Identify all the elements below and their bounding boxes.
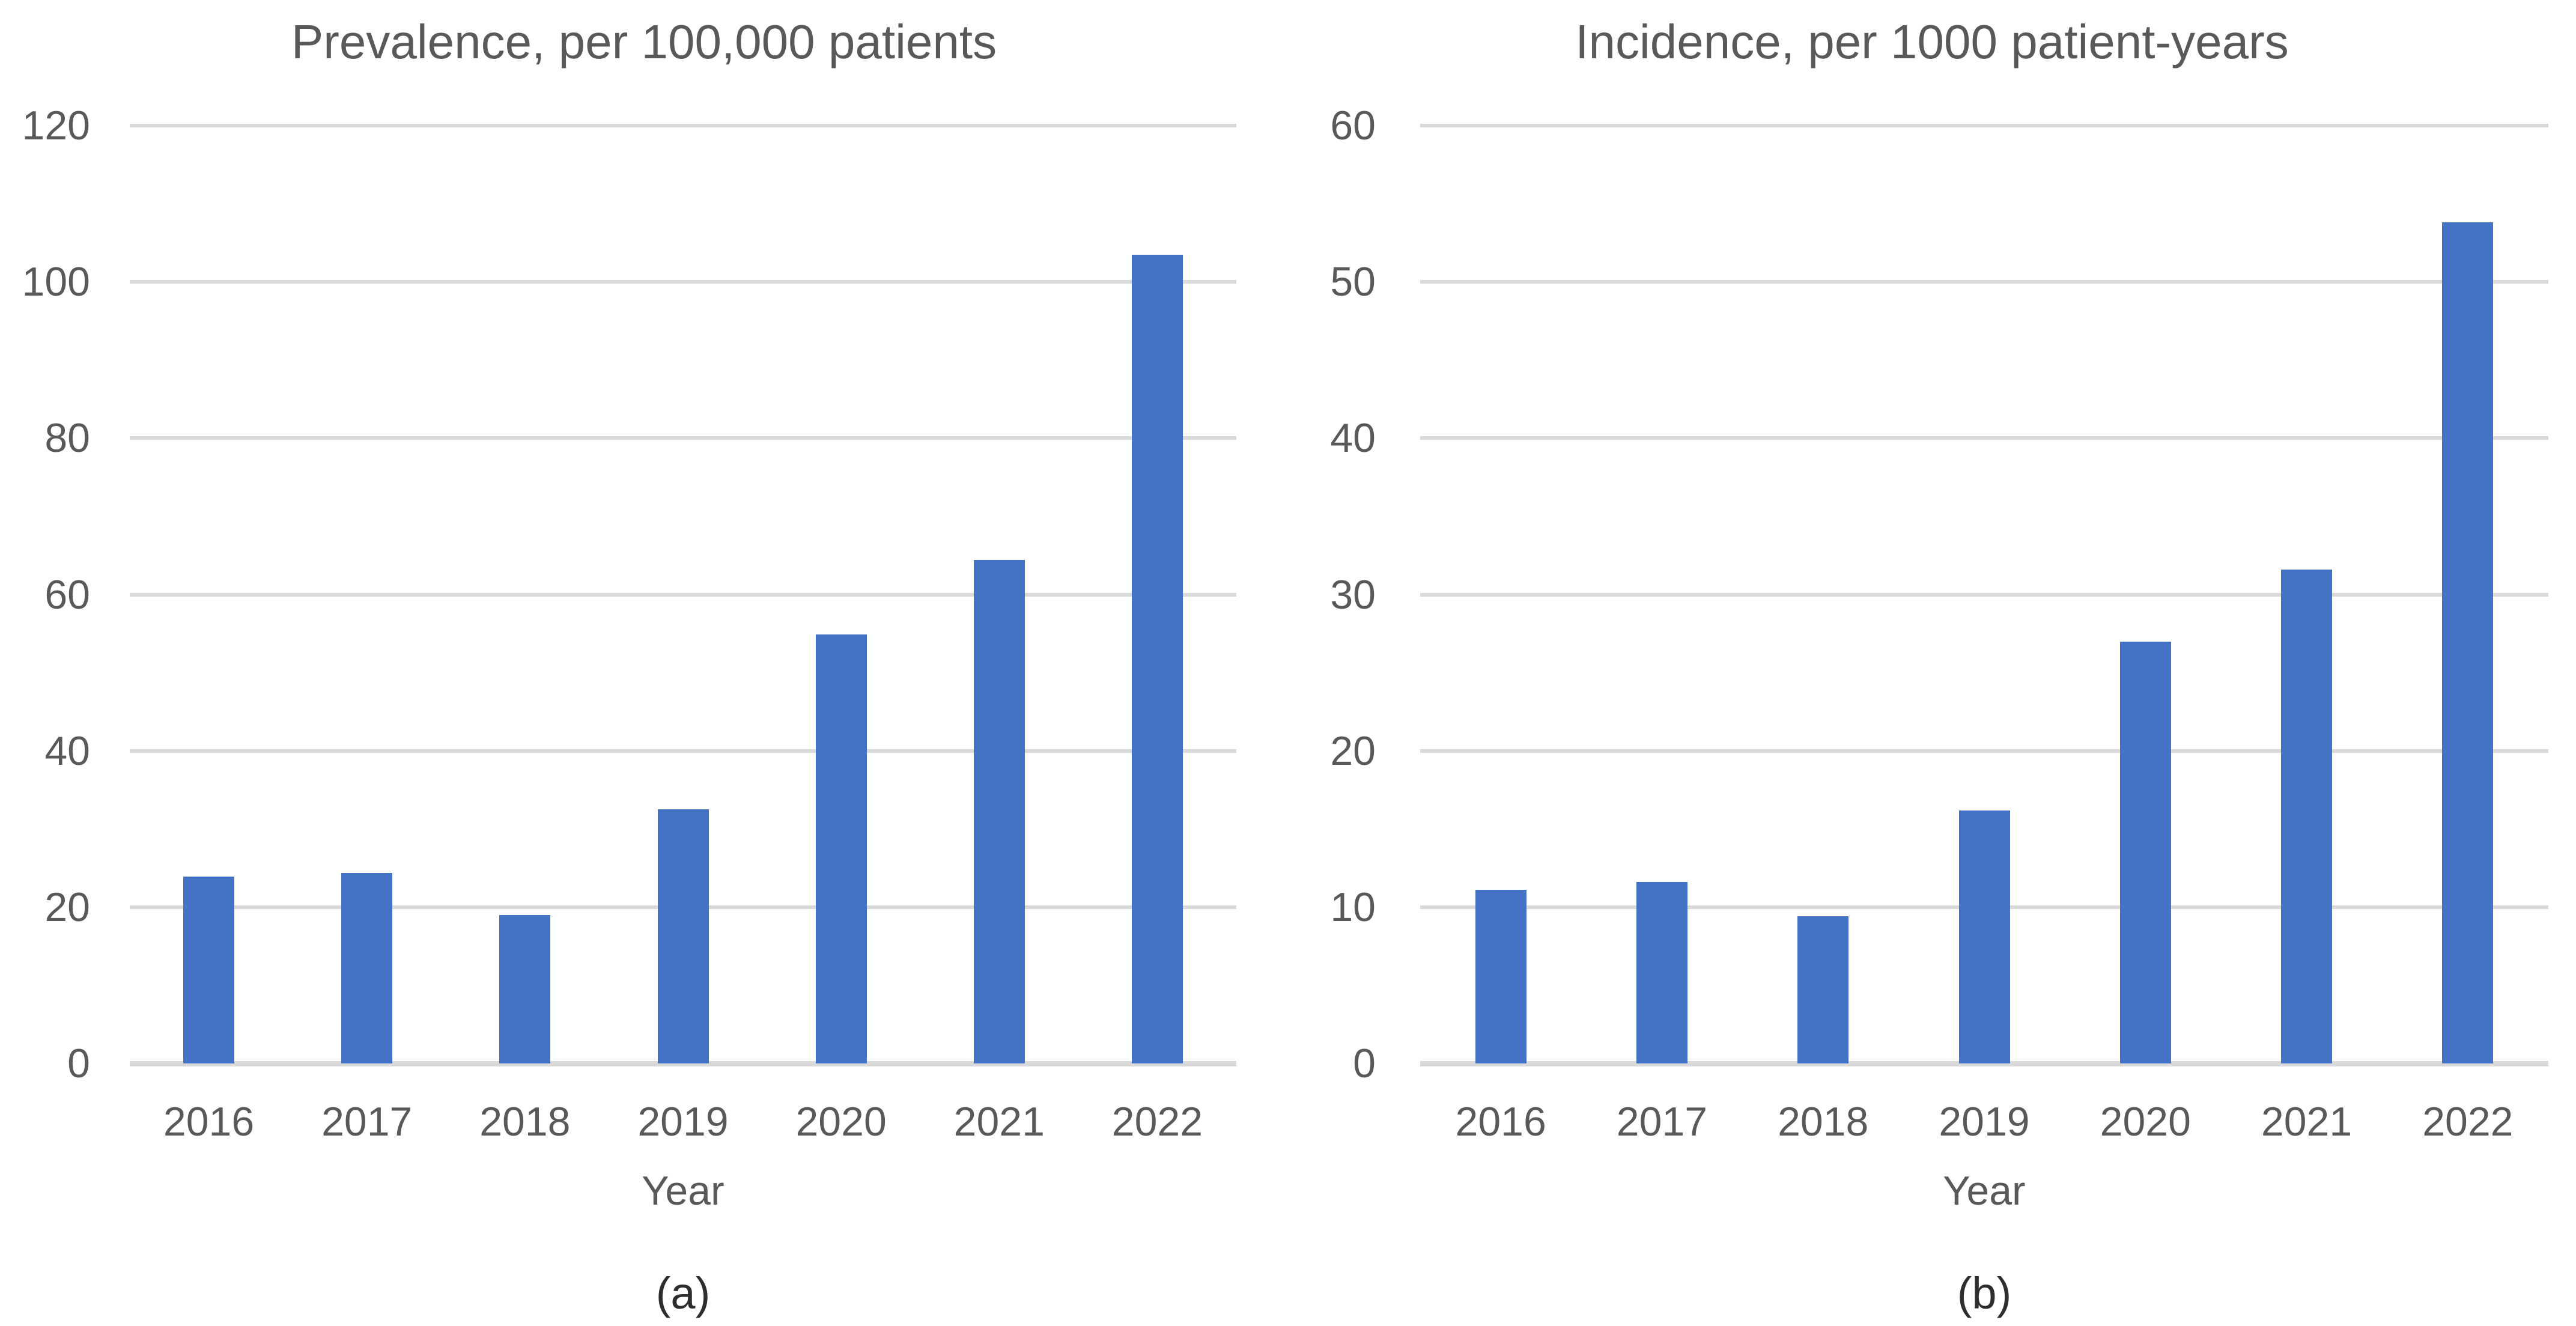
y-axis-tick-label: 50 [1330,259,1376,305]
x-axis-tick-labels: 2016 2017 2018 2019 2020 2021 2022 [1420,1099,2548,1148]
x-axis-tick-label: 2021 [953,1099,1045,1145]
bar-2021 [2281,569,2333,1063]
bar-2018 [1797,916,1849,1063]
x-axis-tick-label: 2019 [1939,1099,2030,1145]
x-axis-tick-labels: 2016 2017 2018 2019 2020 2021 2022 [130,1099,1236,1148]
bar-2021 [973,560,1025,1063]
gridline [1420,749,2548,753]
gridline [1420,280,2548,284]
x-axis-tick-label: 2019 [637,1099,729,1145]
y-axis-tick-labels: 0 10 20 30 40 50 60 [1288,103,1376,1086]
chart-prevalence: Prevalence, per 100,000 patients 0 20 40 60… [0,15,1236,1318]
x-axis-tick-label: 2020 [2100,1099,2191,1145]
y-axis-tick-label: 80 [44,415,90,461]
y-axis-tick-label: 30 [1330,571,1376,618]
x-axis-tick-label: 2022 [2422,1099,2514,1145]
plot-area [130,124,1236,1066]
bar-2022 [1131,254,1183,1063]
plot-area [1420,124,2548,1066]
gridline [130,436,1236,440]
y-axis-tick-label: 60 [44,571,90,618]
x-axis-line [1420,1060,2548,1066]
bar-2022 [2442,222,2494,1063]
x-axis-title: Year [642,1168,724,1214]
panel-caption: (b) [1957,1268,2012,1318]
x-axis-tick-label: 2022 [1111,1099,1203,1145]
y-axis-tick-label: 10 [1330,884,1376,930]
y-axis-tick-label: 20 [1330,728,1376,774]
x-axis-tick-label: 2016 [1455,1099,1546,1145]
chart-title: Incidence, per 1000 patient-years [1575,15,2289,68]
bar-2019 [1958,810,2010,1063]
x-axis-tick-label: 2016 [163,1099,255,1145]
y-axis-tick-label: 100 [22,259,90,305]
bar-2016 [183,877,235,1063]
y-axis-tick-label: 60 [1330,103,1376,148]
x-axis-line [130,1060,1236,1066]
y-axis-tick-label: 40 [44,728,90,774]
gridline [1420,592,2548,597]
bar-2017 [1636,882,1687,1063]
y-axis-tick-label: 40 [1330,415,1376,461]
chart-title: Prevalence, per 100,000 patients [291,15,997,68]
y-axis-tick-label: 0 [1353,1041,1376,1086]
panel-caption: (a) [655,1268,711,1318]
x-axis-tick-label: 2017 [1616,1099,1708,1145]
gridline [130,280,1236,284]
y-axis-tick-label: 0 [67,1041,90,1086]
y-axis-tick-labels: 0 20 40 60 80 100 120 [0,103,90,1086]
y-axis-tick-label: 20 [44,884,90,930]
bar-2018 [499,914,551,1063]
bar-2020 [2119,641,2171,1063]
x-axis-tick-label: 2018 [479,1099,571,1145]
x-axis-title: Year [1943,1168,2026,1214]
gridline [130,749,1236,753]
x-axis-tick-label: 2018 [1778,1099,1869,1145]
x-axis-tick-label: 2021 [2261,1099,2353,1145]
chart-incidence: Incidence, per 1000 patient-years 0 10 20 3… [1288,0,2576,1326]
bar-2016 [1475,890,1526,1063]
x-axis-tick-label: 2020 [795,1099,887,1145]
gridline [130,124,1236,127]
y-axis-tick-label: 120 [22,103,90,148]
gridline [130,592,1236,597]
bar-2020 [815,634,867,1063]
bar-2017 [341,872,393,1063]
gridline [1420,436,2548,440]
x-axis-tick-label: 2017 [321,1099,413,1145]
bar-2019 [657,809,709,1063]
gridline [1420,124,2548,127]
